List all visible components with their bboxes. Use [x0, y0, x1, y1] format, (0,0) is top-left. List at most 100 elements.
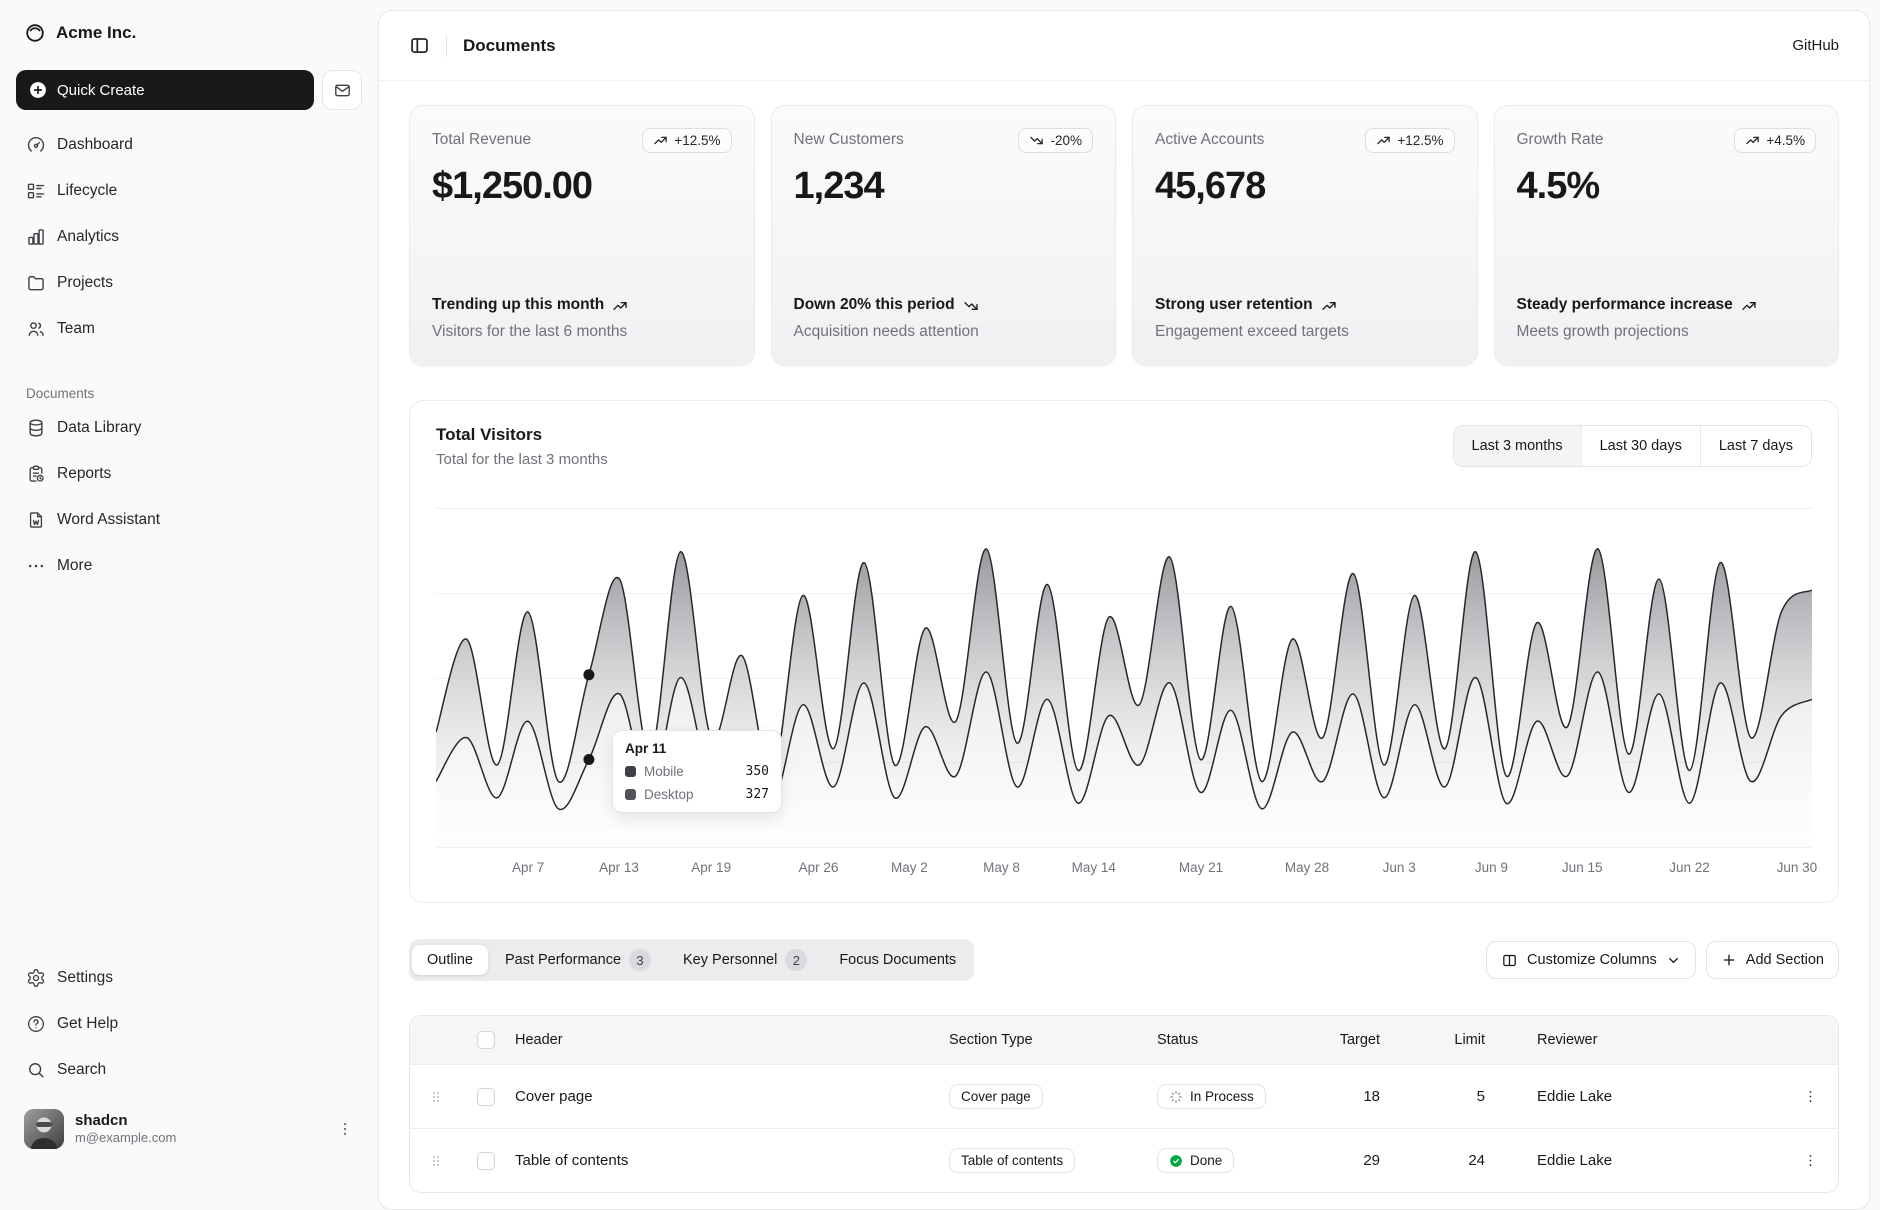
drag-handle-icon[interactable] [410, 1153, 462, 1169]
stat-label: Growth Rate [1517, 128, 1604, 149]
x-tick: May 21 [1179, 860, 1223, 875]
reviewer-cell[interactable]: Eddie Lake [1497, 1088, 1782, 1105]
section-type-label: Cover page [961, 1089, 1031, 1104]
sidebar-nav-main: Dashboard Lifecycle Analytics [16, 126, 362, 348]
tab-key-personnel[interactable]: Key Personnel 2 [668, 942, 822, 978]
trending-up-icon [1321, 298, 1337, 314]
x-tick: May 2 [891, 860, 928, 875]
sidebar-item-projects[interactable]: Projects [16, 264, 362, 302]
sidebar-item-analytics[interactable]: Analytics [16, 218, 362, 256]
sidebar-item-word-assistant[interactable]: Word Assistant [16, 501, 362, 539]
limit-cell[interactable]: 5 [1392, 1088, 1497, 1105]
circle-plus-icon [28, 80, 48, 100]
dots-horizontal-icon [26, 556, 46, 576]
sidebar-nav-documents: Data Library Reports [16, 409, 362, 585]
sidebar-item-lifecycle[interactable]: Lifecycle [16, 172, 362, 210]
main-panel: Documents GitHub Total Revenue +12.5% $1… [378, 10, 1870, 1210]
trend-badge-value: +12.5% [674, 133, 720, 148]
sidebar-spacer [16, 585, 362, 951]
tab-label: Outline [427, 952, 473, 968]
sidebar-item-get-help[interactable]: Get Help [16, 1005, 362, 1043]
row-header-cell[interactable]: Table of contents [510, 1152, 944, 1169]
github-link[interactable]: GitHub [1792, 37, 1839, 54]
status-badge-in-process: In Process [1157, 1084, 1266, 1109]
trending-up-icon [1741, 298, 1757, 314]
tab-label: Key Personnel [683, 952, 777, 968]
stat-value: 4.5% [1517, 165, 1817, 208]
sidebar-item-dashboard[interactable]: Dashboard [16, 126, 362, 164]
dots-vertical-icon[interactable] [336, 1120, 354, 1138]
row-checkbox[interactable] [477, 1152, 495, 1170]
row-checkbox[interactable] [477, 1088, 495, 1106]
target-cell[interactable]: 29 [1322, 1152, 1392, 1169]
stat-subline: Engagement exceed targets [1155, 323, 1455, 341]
sidebar-item-team[interactable]: Team [16, 310, 362, 348]
tab-focus-documents[interactable]: Focus Documents [824, 945, 971, 975]
sidebar-item-reports[interactable]: Reports [16, 455, 362, 493]
range-last-3-months[interactable]: Last 3 months [1454, 426, 1581, 466]
sidebar-item-label: Get Help [57, 1015, 118, 1033]
dashboard-icon [26, 135, 46, 155]
sidebar-item-data-library[interactable]: Data Library [16, 409, 362, 447]
row-header-cell[interactable]: Cover page [510, 1088, 944, 1105]
brand-name: Acme Inc. [56, 23, 136, 43]
trending-down-icon [963, 298, 979, 314]
trend-badge: +4.5% [1734, 128, 1816, 153]
list-details-icon [26, 181, 46, 201]
trending-up-icon [1745, 133, 1760, 148]
customize-columns-label: Customize Columns [1527, 952, 1657, 968]
status-badge-done: Done [1157, 1148, 1234, 1173]
sidebar-item-label: Reports [57, 465, 111, 483]
reviewer-cell[interactable]: Eddie Lake [1497, 1152, 1782, 1169]
trend-badge-value: +12.5% [1397, 133, 1443, 148]
header-divider [446, 35, 447, 57]
x-tick: Apr 7 [512, 860, 544, 875]
target-cell[interactable]: 18 [1322, 1088, 1392, 1105]
x-tick: May 28 [1285, 860, 1329, 875]
range-last-7-days[interactable]: Last 7 days [1700, 426, 1811, 466]
brand[interactable]: Acme Inc. [16, 16, 362, 50]
stat-value: 1,234 [794, 165, 1094, 208]
customize-columns-button[interactable]: Customize Columns [1486, 941, 1696, 979]
folder-icon [26, 273, 46, 293]
user-menu[interactable]: shadcn m@example.com [16, 1101, 362, 1157]
sidebar-item-label: Settings [57, 969, 113, 987]
stat-footline: Trending up this month [432, 295, 604, 316]
column-header: Reviewer [1497, 1032, 1782, 1048]
stat-subline: Meets growth projections [1517, 323, 1817, 341]
tab-label: Past Performance [505, 952, 621, 968]
select-all-checkbox[interactable] [477, 1031, 495, 1049]
site-header: Documents GitHub [379, 11, 1869, 81]
stat-footline: Down 20% this period [794, 295, 955, 316]
range-last-30-days[interactable]: Last 30 days [1581, 426, 1700, 466]
sidebar-item-settings[interactable]: Settings [16, 959, 362, 997]
row-actions-icon[interactable] [1782, 1152, 1838, 1169]
sidebar-item-label: Dashboard [57, 136, 133, 154]
x-axis-ticks: Apr 7Apr 13Apr 19Apr 26May 2May 8May 14M… [436, 848, 1812, 886]
sidebar-item-search[interactable]: Search [16, 1051, 362, 1089]
trending-up-icon [1376, 133, 1391, 148]
row-actions-icon[interactable] [1782, 1088, 1838, 1105]
sidebar-toggle-icon[interactable] [409, 35, 430, 56]
trend-badge: -20% [1018, 128, 1093, 153]
trend-badge: +12.5% [1365, 128, 1454, 153]
sidebar-item-label: Search [57, 1061, 106, 1079]
stat-label: Active Accounts [1155, 128, 1264, 149]
tooltip-series-value: 327 [746, 787, 769, 802]
limit-cell[interactable]: 24 [1392, 1152, 1497, 1169]
sidebar-item-label: Projects [57, 274, 113, 292]
quick-create-button[interactable]: Quick Create [16, 70, 314, 110]
column-header: Header [510, 1032, 944, 1048]
section-type-badge: Table of contents [949, 1148, 1075, 1173]
stat-card-total-revenue: Total Revenue +12.5% $1,250.00 Trending … [409, 105, 755, 366]
sidebar-group-label-documents: Documents [16, 386, 362, 401]
area-chart[interactable]: Apr 11 Mobile 350 Desktop 327 [436, 508, 1812, 848]
drag-handle-icon[interactable] [410, 1089, 462, 1105]
tooltip-row-mobile: Mobile 350 [625, 764, 769, 779]
add-section-button[interactable]: Add Section [1706, 941, 1839, 979]
sidebar-item-more[interactable]: More [16, 547, 362, 585]
column-header: Status [1152, 1032, 1322, 1048]
inbox-button[interactable] [322, 70, 362, 110]
tab-past-performance[interactable]: Past Performance 3 [490, 942, 666, 978]
tab-outline[interactable]: Outline [412, 945, 488, 975]
